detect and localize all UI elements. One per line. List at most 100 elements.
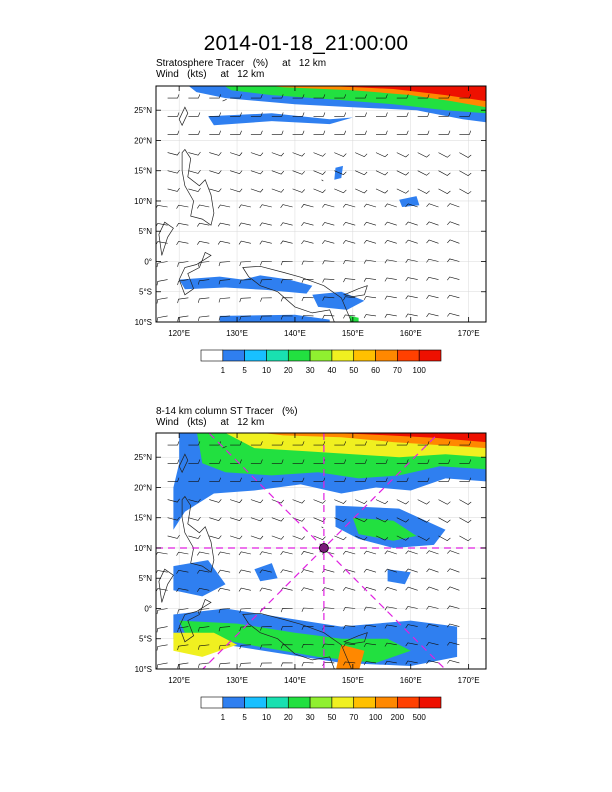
bottom-wind-barb <box>405 660 418 665</box>
top-wind-barb <box>239 297 251 303</box>
top-wind-barb <box>230 152 243 156</box>
top-wind-barb <box>218 315 231 321</box>
bottom-wind-barb <box>176 551 189 556</box>
bottom-wind-barb <box>313 517 326 522</box>
top-wind-barb <box>280 222 293 227</box>
top-tracer-patch-south-edge <box>219 314 330 322</box>
bottom-wind-barb <box>209 499 222 503</box>
top-wind-barb <box>239 279 251 284</box>
bottom-wind-barb <box>342 550 356 555</box>
top-wind-barb <box>438 170 451 176</box>
top-wind-barb <box>322 278 335 283</box>
bottom-colorbar-swatch <box>397 696 420 709</box>
top-wind-barb <box>322 222 335 226</box>
top-coastline <box>222 98 227 102</box>
bottom-map-area <box>156 433 486 669</box>
bottom-coastline <box>343 632 368 644</box>
bottom-wind-barb <box>156 608 168 615</box>
bottom-wind-barb <box>459 477 472 482</box>
bottom-wind-barb <box>238 587 251 592</box>
bottom-wind-barb <box>292 441 305 446</box>
top-colorbar-label: 50 <box>349 366 358 375</box>
top-subtitle-line-2: Wind (kts) at 12 km <box>156 69 265 80</box>
top-wind-barb <box>250 170 264 175</box>
top-map-area <box>156 86 486 322</box>
top-colorbar-label: 30 <box>306 366 315 375</box>
top-wind-barb <box>218 297 231 303</box>
bottom-colorbar-swatch <box>353 696 376 709</box>
bottom-colorbar-swatch <box>309 696 333 709</box>
bottom-subtitle-line-1: 8-14 km column ST Tracer (%) <box>156 406 298 417</box>
top-wind-barb <box>459 152 472 158</box>
top-wind-barb <box>177 297 189 304</box>
bottom-wind-barb <box>334 441 347 446</box>
bottom-wind-barb <box>405 586 418 591</box>
bottom-wind-barb <box>260 644 272 649</box>
top-map-frame <box>155 85 487 323</box>
top-wind-barb <box>217 240 231 245</box>
top-wind-barb <box>405 203 418 208</box>
bottom-tracer-spot-2 <box>387 569 411 585</box>
top-wind-barb <box>459 112 472 117</box>
top-wind-barb <box>342 240 356 244</box>
top-wind-barb <box>405 259 418 263</box>
bottom-wind-barb <box>447 659 460 664</box>
bottom-wind-barb <box>376 459 388 464</box>
top-wind-barb <box>176 241 189 246</box>
bottom-colorbar-label: 20 <box>284 713 293 722</box>
top-wind-barb <box>313 94 326 99</box>
bottom-wind-barb <box>197 569 210 574</box>
top-tracer-spot-south <box>349 315 359 322</box>
bottom-wind-barb <box>292 499 305 504</box>
top-wind-barb <box>426 258 439 263</box>
bottom-wind-barb <box>363 624 377 629</box>
bottom-wind-barb <box>355 535 368 541</box>
bottom-wind-barb <box>417 499 430 505</box>
top-wind-barb <box>426 239 439 244</box>
bottom-wind-barb <box>438 517 451 523</box>
top-wind-barb <box>313 152 326 157</box>
bottom-wind-barb <box>343 661 356 666</box>
top-wind-barb <box>188 94 201 99</box>
top-colorbar-swatch <box>397 349 420 362</box>
bottom-wind-barb <box>177 644 189 651</box>
top-wind-barb <box>322 240 335 244</box>
bottom-wind-barb <box>384 624 397 629</box>
top-wind-barb <box>280 204 293 208</box>
bottom-tracer-spot-1 <box>254 563 278 582</box>
top-wind-barb <box>218 279 231 285</box>
bottom-wind-barb <box>280 569 293 574</box>
bottom-wind-barb <box>334 477 347 482</box>
bottom-wind-barb <box>198 626 210 632</box>
bottom-wind-barb <box>322 587 335 591</box>
top-wind-barb <box>271 188 285 193</box>
top-wind-barb <box>280 240 293 245</box>
top-wind-barb <box>198 279 210 285</box>
top-wind-barb <box>230 94 242 99</box>
top-wind-barb <box>438 130 451 135</box>
bottom-wind-barb <box>292 477 305 482</box>
bottom-wind-barb <box>280 626 293 631</box>
top-x-tick-label: 170°E <box>458 329 480 338</box>
bottom-wind-barb <box>384 550 397 555</box>
bottom-wind-barb <box>198 644 210 650</box>
top-subtitle-line-1: Stratosphere Tracer (%) at 12 km <box>156 58 327 69</box>
bottom-coastline <box>158 568 174 603</box>
top-wind-barb <box>209 152 222 156</box>
bottom-wind-barb <box>438 459 451 464</box>
bottom-colorbar-label: 30 <box>306 713 315 722</box>
top-wind-barb <box>343 260 356 265</box>
top-wind-barb <box>250 152 264 157</box>
bottom-wind-barb <box>197 551 210 556</box>
bottom-wind-barb <box>375 499 389 505</box>
bottom-wind-barb <box>188 477 201 482</box>
bottom-colorbar-label: 100 <box>369 713 383 722</box>
bottom-wind-barb <box>447 568 460 573</box>
top-wind-barb <box>292 188 305 193</box>
top-colorbar-swatch <box>200 349 224 362</box>
bottom-wind-barb <box>447 623 460 628</box>
top-wind-barb <box>301 204 314 208</box>
bottom-y-tick-label: 10°S <box>135 665 152 674</box>
bottom-wind-barb <box>334 459 347 464</box>
top-wind-barb <box>334 130 347 135</box>
